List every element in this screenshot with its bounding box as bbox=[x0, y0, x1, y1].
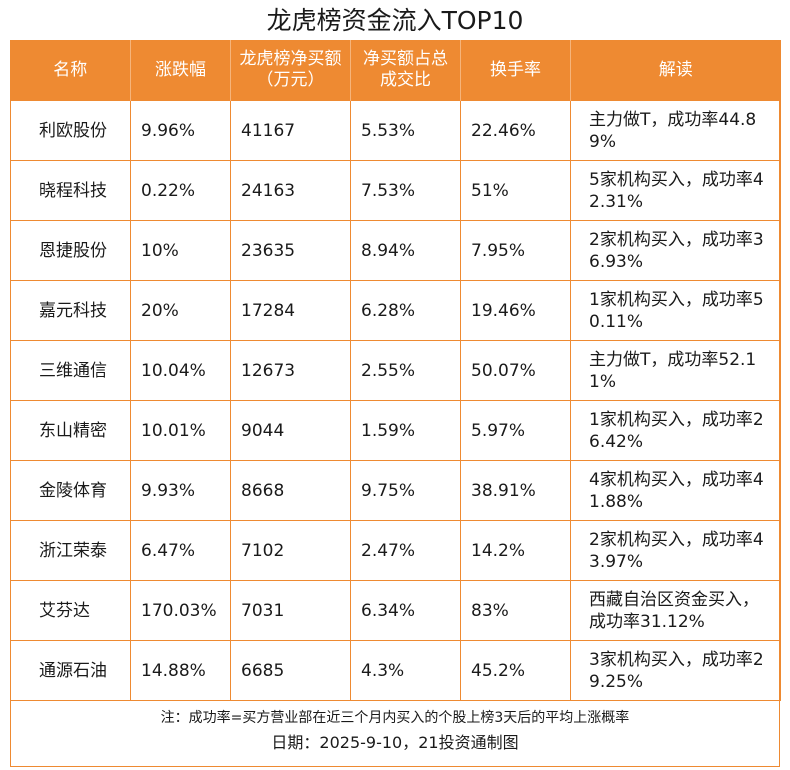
turnover-rate-cell: 19.46% bbox=[460, 280, 571, 341]
price-change-cell: 14.88% bbox=[130, 640, 231, 701]
header-name: 名称 bbox=[10, 40, 131, 101]
net-buy-amount-cell: 12673 bbox=[230, 340, 351, 401]
table-row: 恩捷股份 10% 23635 8.94% 7.95% 2家机构买入，成功率36.93% bbox=[10, 220, 781, 281]
turnover-rate-cell: 45.2% bbox=[460, 640, 571, 701]
stock-name-cell: 东山精密 bbox=[10, 400, 131, 461]
top10-table: 名称 涨跌幅 龙虎榜净买额（万元） 净买额占总成交比 换手率 解读 利欧股份 9.… bbox=[10, 40, 781, 701]
price-change-cell: 10% bbox=[130, 220, 231, 281]
table-row: 三维通信 10.04% 12673 2.55% 50.07% 主力做T，成功率52.11% bbox=[10, 340, 781, 401]
net-buy-ratio-cell: 7.53% bbox=[350, 160, 461, 221]
price-change-cell: 170.03% bbox=[130, 580, 231, 641]
interpretation-cell: 主力做T，成功率44.89% bbox=[570, 100, 781, 161]
net-buy-amount-cell: 7031 bbox=[230, 580, 351, 641]
net-buy-amount-cell: 23635 bbox=[230, 220, 351, 281]
price-change-cell: 20% bbox=[130, 280, 231, 341]
date-credit: 日期：2025-9-10，21投资通制图 bbox=[271, 733, 519, 752]
interpretation-cell: 4家机构买入，成功率41.88% bbox=[570, 460, 781, 521]
table-row: 嘉元科技 20% 17284 6.28% 19.46% 1家机构买入，成功率50.11% bbox=[10, 280, 781, 341]
price-change-cell: 10.04% bbox=[130, 340, 231, 401]
net-buy-ratio-cell: 4.3% bbox=[350, 640, 461, 701]
stock-name-cell: 艾芬达 bbox=[10, 580, 131, 641]
net-buy-amount-cell: 8668 bbox=[230, 460, 351, 521]
interpretation-cell: 2家机构买入，成功率36.93% bbox=[570, 220, 781, 281]
stock-name-cell: 三维通信 bbox=[10, 340, 131, 401]
stock-name-cell: 晓程科技 bbox=[10, 160, 131, 221]
interpretation-cell: 1家机构买入，成功率50.11% bbox=[570, 280, 781, 341]
net-buy-ratio-cell: 6.34% bbox=[350, 580, 461, 641]
header-interpretation: 解读 bbox=[570, 40, 781, 101]
table-header-row: 名称 涨跌幅 龙虎榜净买额（万元） 净买额占总成交比 换手率 解读 bbox=[10, 40, 781, 101]
net-buy-amount-cell: 9044 bbox=[230, 400, 351, 461]
turnover-rate-cell: 7.95% bbox=[460, 220, 571, 281]
net-buy-amount-cell: 17284 bbox=[230, 280, 351, 341]
net-buy-amount-cell: 6685 bbox=[230, 640, 351, 701]
net-buy-amount-cell: 24163 bbox=[230, 160, 351, 221]
table-row: 晓程科技 0.22% 24163 7.53% 51% 5家机构买入，成功率42.31% bbox=[10, 160, 781, 221]
net-buy-ratio-cell: 9.75% bbox=[350, 460, 461, 521]
turnover-rate-cell: 83% bbox=[460, 580, 571, 641]
price-change-cell: 9.96% bbox=[130, 100, 231, 161]
table-row: 艾芬达 170.03% 7031 6.34% 83% 西藏自治区资金买入，成功率31.12… bbox=[10, 580, 781, 641]
interpretation-cell: 西藏自治区资金买入，成功率31.12% bbox=[570, 580, 781, 641]
turnover-rate-cell: 22.46% bbox=[460, 100, 571, 161]
net-buy-ratio-cell: 2.47% bbox=[350, 520, 461, 581]
interpretation-cell: 2家机构买入，成功率43.97% bbox=[570, 520, 781, 581]
stock-name-cell: 嘉元科技 bbox=[10, 280, 131, 341]
header-change: 涨跌幅 bbox=[130, 40, 231, 101]
footnote: 注：成功率=买方营业部在近三个月内买入的个股上榜3天后的平均上涨概率 bbox=[160, 710, 630, 726]
net-buy-amount-cell: 41167 bbox=[230, 100, 351, 161]
net-buy-ratio-cell: 1.59% bbox=[350, 400, 461, 461]
stock-name-cell: 浙江荣泰 bbox=[10, 520, 131, 581]
price-change-cell: 6.47% bbox=[130, 520, 231, 581]
table-row: 通源石油 14.88% 6685 4.3% 45.2% 3家机构买入，成功率29.25% bbox=[10, 640, 781, 701]
header-net-buy: 龙虎榜净买额（万元） bbox=[230, 40, 351, 101]
net-buy-ratio-cell: 2.55% bbox=[350, 340, 461, 401]
net-buy-ratio-cell: 8.94% bbox=[350, 220, 461, 281]
net-buy-amount-cell: 7102 bbox=[230, 520, 351, 581]
interpretation-cell: 主力做T，成功率52.11% bbox=[570, 340, 781, 401]
turnover-rate-cell: 51% bbox=[460, 160, 571, 221]
header-net-buy-ratio: 净买额占总成交比 bbox=[350, 40, 461, 101]
table-row: 浙江荣泰 6.47% 7102 2.47% 14.2% 2家机构买入，成功率43.97% bbox=[10, 520, 781, 581]
net-buy-ratio-cell: 5.53% bbox=[350, 100, 461, 161]
price-change-cell: 0.22% bbox=[130, 160, 231, 221]
price-change-cell: 10.01% bbox=[130, 400, 231, 461]
turnover-rate-cell: 38.91% bbox=[460, 460, 571, 521]
net-buy-ratio-cell: 6.28% bbox=[350, 280, 461, 341]
page-title: 龙虎榜资金流入TOP10 bbox=[266, 6, 524, 35]
turnover-rate-cell: 5.97% bbox=[460, 400, 571, 461]
interpretation-cell: 1家机构买入，成功率26.42% bbox=[570, 400, 781, 461]
price-change-cell: 9.93% bbox=[130, 460, 231, 521]
interpretation-cell: 5家机构买入，成功率42.31% bbox=[570, 160, 781, 221]
stock-name-cell: 通源石油 bbox=[10, 640, 131, 701]
table-row: 金陵体育 9.93% 8668 9.75% 38.91% 4家机构买入，成功率41.88% bbox=[10, 460, 781, 521]
footer: 注：成功率=买方营业部在近三个月内买入的个股上榜3天后的平均上涨概率 日期：20… bbox=[10, 703, 780, 756]
stock-name-cell: 利欧股份 bbox=[10, 100, 131, 161]
turnover-rate-cell: 14.2% bbox=[460, 520, 571, 581]
stock-name-cell: 金陵体育 bbox=[10, 460, 131, 521]
stock-name-cell: 恩捷股份 bbox=[10, 220, 131, 281]
table-row: 利欧股份 9.96% 41167 5.53% 22.46% 主力做T，成功率44.89% bbox=[10, 100, 781, 161]
header-turnover: 换手率 bbox=[460, 40, 571, 101]
table-row: 东山精密 10.01% 9044 1.59% 5.97% 1家机构买入，成功率26.42% bbox=[10, 400, 781, 461]
interpretation-cell: 3家机构买入，成功率29.25% bbox=[570, 640, 781, 701]
turnover-rate-cell: 50.07% bbox=[460, 340, 571, 401]
